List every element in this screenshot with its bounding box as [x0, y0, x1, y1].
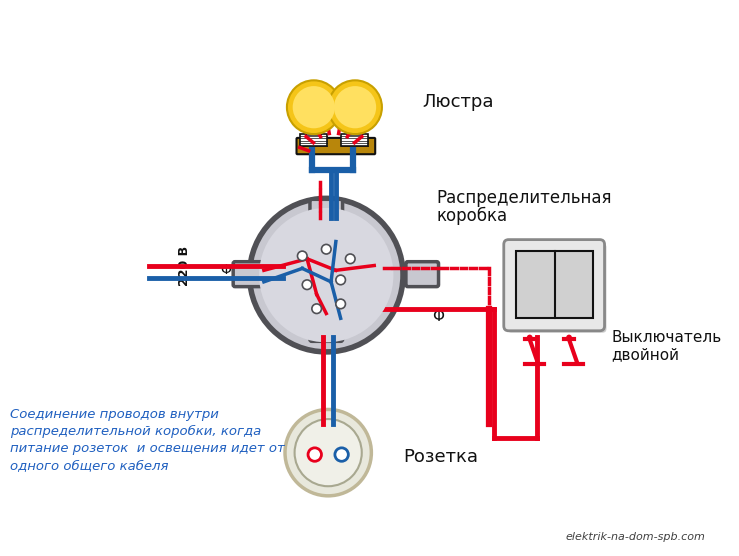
- FancyBboxPatch shape: [406, 262, 438, 287]
- FancyBboxPatch shape: [300, 134, 327, 146]
- Circle shape: [566, 335, 572, 340]
- Circle shape: [250, 198, 403, 352]
- Circle shape: [298, 251, 307, 261]
- Text: распределительной коробки, когда: распределительной коробки, когда: [10, 425, 261, 438]
- Text: Розетка: Розетка: [403, 449, 478, 466]
- Circle shape: [285, 409, 372, 496]
- FancyBboxPatch shape: [296, 138, 375, 154]
- Circle shape: [308, 448, 321, 461]
- Text: Φ: Φ: [432, 309, 445, 324]
- Circle shape: [302, 280, 312, 290]
- Text: Выключатель: Выключатель: [611, 330, 721, 345]
- FancyBboxPatch shape: [234, 262, 266, 287]
- Circle shape: [336, 275, 345, 285]
- Circle shape: [345, 254, 355, 264]
- Circle shape: [259, 208, 393, 342]
- Circle shape: [295, 419, 362, 486]
- Text: одного общего кабеля: одного общего кабеля: [10, 460, 168, 473]
- Text: двойной: двойной: [611, 348, 679, 363]
- Circle shape: [527, 335, 533, 340]
- Circle shape: [335, 448, 348, 461]
- Text: Соединение проводов внутри: Соединение проводов внутри: [10, 408, 219, 421]
- FancyBboxPatch shape: [341, 134, 367, 146]
- Text: 220 В: 220 В: [178, 245, 191, 286]
- Text: Распределительная: Распределительная: [437, 190, 612, 207]
- Circle shape: [328, 80, 382, 134]
- FancyBboxPatch shape: [504, 240, 605, 331]
- FancyBboxPatch shape: [306, 121, 321, 135]
- Circle shape: [321, 245, 331, 254]
- Text: коробка: коробка: [437, 206, 508, 225]
- Circle shape: [336, 299, 345, 309]
- FancyBboxPatch shape: [310, 316, 343, 341]
- Text: питание розеток  и освещения идет от: питание розеток и освещения идет от: [10, 443, 285, 455]
- FancyBboxPatch shape: [347, 121, 363, 135]
- Circle shape: [312, 304, 321, 314]
- FancyBboxPatch shape: [310, 199, 343, 224]
- FancyBboxPatch shape: [517, 251, 593, 318]
- Circle shape: [334, 86, 376, 128]
- FancyBboxPatch shape: [508, 244, 607, 332]
- Text: Люстра: Люстра: [422, 93, 494, 111]
- Circle shape: [293, 86, 335, 128]
- Text: Φ: Φ: [220, 264, 231, 277]
- Text: elektrik-na-dom-spb.com: elektrik-na-dom-spb.com: [565, 532, 705, 542]
- Circle shape: [287, 80, 341, 134]
